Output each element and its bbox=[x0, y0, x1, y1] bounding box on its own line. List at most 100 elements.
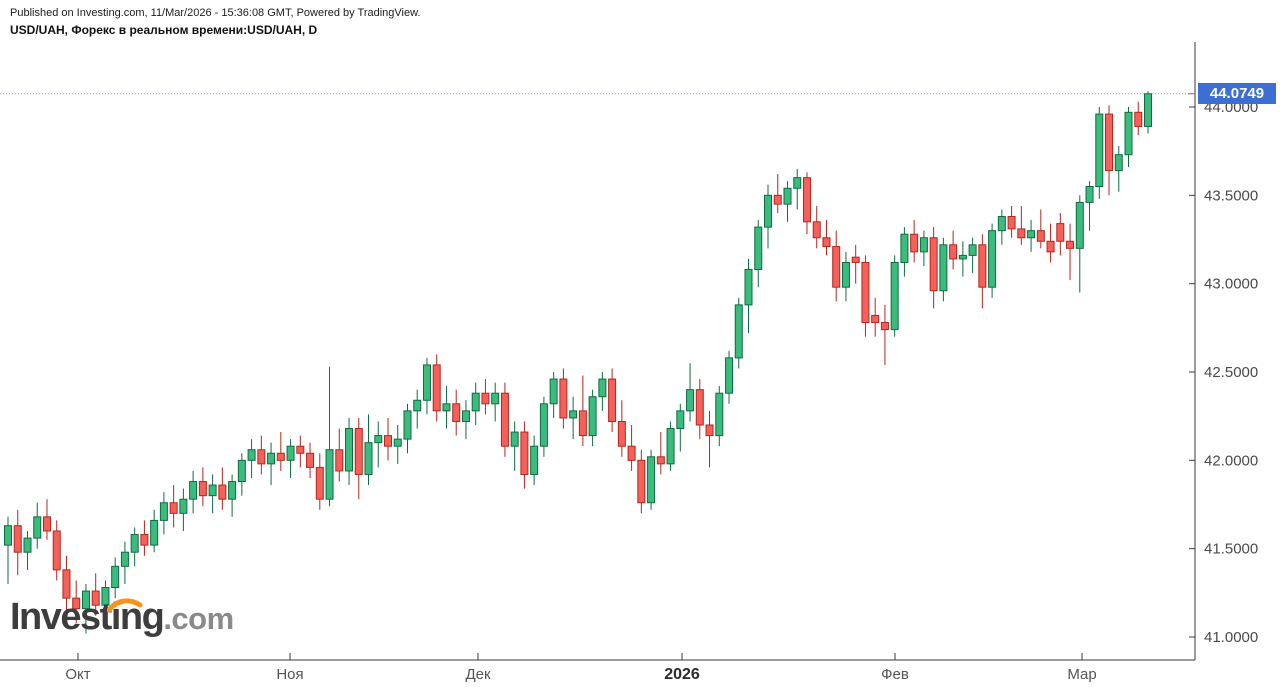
candle[interactable] bbox=[929, 227, 938, 309]
candle[interactable] bbox=[4, 516, 12, 584]
candle[interactable] bbox=[617, 400, 626, 457]
candle[interactable] bbox=[958, 241, 967, 277]
candle[interactable] bbox=[422, 357, 431, 415]
candle[interactable] bbox=[832, 230, 841, 302]
candle[interactable] bbox=[783, 181, 792, 222]
candle[interactable] bbox=[150, 509, 159, 553]
candle[interactable] bbox=[442, 386, 451, 429]
candle[interactable] bbox=[276, 432, 285, 471]
candle[interactable] bbox=[33, 502, 42, 549]
candle[interactable] bbox=[286, 439, 295, 478]
candle[interactable] bbox=[159, 492, 168, 535]
candle[interactable] bbox=[802, 172, 811, 235]
candle[interactable] bbox=[764, 184, 772, 249]
candle[interactable] bbox=[315, 453, 324, 510]
candle[interactable] bbox=[919, 230, 928, 266]
candle[interactable] bbox=[471, 382, 480, 425]
candle[interactable] bbox=[695, 379, 704, 440]
candle[interactable] bbox=[520, 421, 529, 489]
candle[interactable] bbox=[871, 297, 880, 337]
candle[interactable] bbox=[686, 363, 695, 422]
candle[interactable] bbox=[345, 417, 354, 486]
candle[interactable] bbox=[1075, 195, 1084, 293]
time-axis[interactable]: Окт Ноя Дек 2026 Фев Мар bbox=[65, 653, 1097, 683]
candle[interactable] bbox=[1144, 91, 1152, 134]
candle[interactable] bbox=[413, 389, 422, 429]
candle[interactable] bbox=[500, 382, 509, 457]
candle[interactable] bbox=[432, 354, 441, 422]
price-axis[interactable]: 44.000043.500043.000042.500042.000041.50… bbox=[1188, 93, 1258, 646]
candle[interactable] bbox=[218, 467, 227, 510]
candle[interactable] bbox=[861, 255, 870, 337]
candle[interactable] bbox=[744, 258, 753, 334]
candle[interactable] bbox=[140, 520, 149, 556]
candle[interactable] bbox=[656, 432, 665, 475]
candle[interactable] bbox=[179, 488, 188, 531]
candle[interactable] bbox=[247, 439, 256, 478]
candle[interactable] bbox=[384, 417, 392, 461]
candle[interactable] bbox=[939, 237, 948, 302]
candle[interactable] bbox=[890, 255, 899, 337]
candle[interactable] bbox=[978, 234, 987, 309]
candle[interactable] bbox=[773, 174, 782, 213]
candle[interactable] bbox=[530, 435, 539, 486]
candle[interactable] bbox=[666, 421, 675, 471]
candle[interactable] bbox=[267, 442, 276, 486]
candle[interactable] bbox=[754, 220, 763, 288]
candle[interactable] bbox=[52, 520, 61, 581]
candle[interactable] bbox=[968, 237, 977, 274]
candle[interactable] bbox=[569, 396, 578, 440]
candle[interactable] bbox=[1036, 209, 1045, 249]
candle[interactable] bbox=[949, 230, 958, 270]
candle[interactable] bbox=[403, 403, 412, 454]
candle[interactable] bbox=[647, 449, 656, 510]
candle[interactable] bbox=[705, 410, 714, 468]
candle[interactable] bbox=[1085, 181, 1094, 231]
candle[interactable] bbox=[1105, 105, 1114, 196]
candle[interactable] bbox=[1114, 145, 1123, 192]
candle[interactable] bbox=[461, 400, 470, 440]
candle[interactable] bbox=[910, 220, 919, 263]
candle[interactable] bbox=[481, 379, 490, 415]
candle[interactable] bbox=[627, 425, 636, 471]
candle[interactable] bbox=[539, 396, 548, 457]
candle[interactable] bbox=[1066, 223, 1075, 281]
candle[interactable] bbox=[1056, 213, 1065, 256]
candle[interactable] bbox=[793, 168, 802, 210]
candle[interactable] bbox=[822, 220, 831, 256]
candle[interactable] bbox=[491, 382, 500, 422]
candle[interactable] bbox=[1095, 107, 1104, 199]
candle[interactable] bbox=[335, 428, 344, 482]
candle[interactable] bbox=[237, 453, 246, 496]
candle[interactable] bbox=[715, 386, 724, 447]
candle[interactable] bbox=[101, 580, 110, 627]
candle[interactable] bbox=[734, 297, 743, 369]
candle[interactable] bbox=[228, 474, 237, 517]
candle[interactable] bbox=[676, 403, 685, 452]
candle[interactable] bbox=[23, 531, 32, 570]
candle[interactable] bbox=[306, 442, 315, 478]
candle[interactable] bbox=[189, 470, 198, 514]
candle[interactable] bbox=[91, 573, 100, 616]
candle[interactable] bbox=[559, 368, 568, 429]
candle[interactable] bbox=[62, 555, 71, 611]
candle[interactable] bbox=[1007, 205, 1016, 238]
candle[interactable] bbox=[1046, 223, 1055, 263]
candle[interactable] bbox=[1027, 220, 1036, 252]
candle[interactable] bbox=[111, 557, 120, 599]
candle[interactable] bbox=[1124, 107, 1133, 168]
candle[interactable] bbox=[900, 227, 909, 277]
candle[interactable] bbox=[208, 474, 217, 514]
candle[interactable] bbox=[452, 389, 461, 436]
candle[interactable] bbox=[169, 485, 178, 528]
candle[interactable] bbox=[725, 350, 734, 404]
candle[interactable] bbox=[588, 389, 597, 447]
candle[interactable] bbox=[997, 209, 1006, 245]
candlestick-series[interactable] bbox=[4, 91, 1152, 634]
candle[interactable] bbox=[364, 414, 373, 486]
candle[interactable] bbox=[393, 425, 402, 464]
candle[interactable] bbox=[296, 435, 305, 468]
candle[interactable] bbox=[578, 375, 587, 447]
candle[interactable] bbox=[257, 435, 266, 475]
candle[interactable] bbox=[81, 584, 90, 634]
